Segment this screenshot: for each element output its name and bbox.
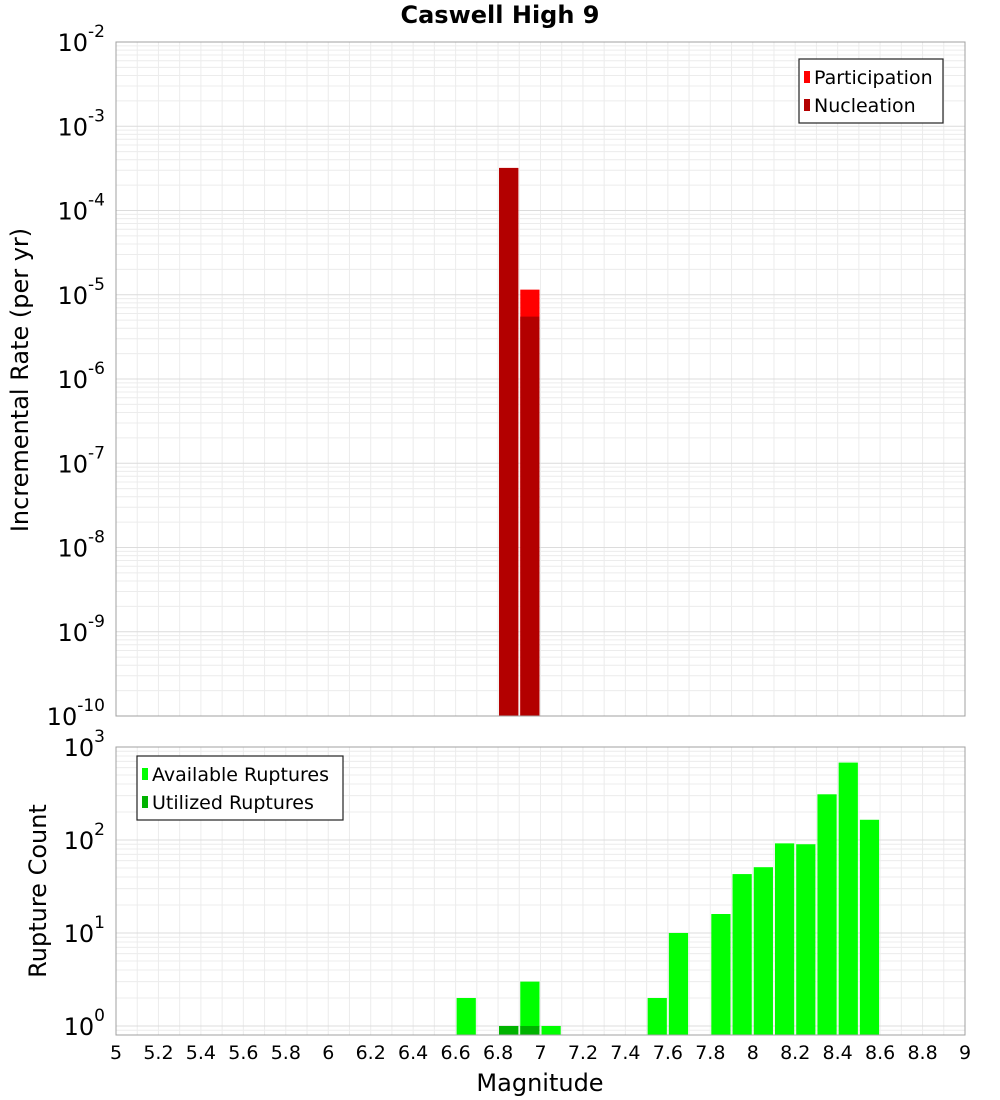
x-tick-label: 7.2 bbox=[568, 1042, 598, 1064]
legend-box bbox=[136, 755, 344, 821]
legend-swatch bbox=[142, 796, 148, 808]
legend-label: Nucleation bbox=[814, 95, 916, 117]
available-ruptures-bar bbox=[753, 867, 773, 1035]
x-tick-label: 8.6 bbox=[865, 1042, 895, 1064]
nucleation-bar bbox=[520, 316, 540, 716]
x-tick-label: 8.2 bbox=[780, 1042, 810, 1064]
chart-title: Caswell High 9 bbox=[401, 1, 600, 29]
y-tick-label: 103 bbox=[64, 727, 105, 762]
x-tick-label: 5 bbox=[110, 1042, 122, 1064]
legend-swatch bbox=[804, 99, 810, 111]
x-tick-label: 5.6 bbox=[228, 1042, 258, 1064]
utilized-ruptures-bar bbox=[499, 1025, 519, 1035]
y-tick-label: 10-4 bbox=[58, 191, 106, 226]
available-ruptures-bar bbox=[774, 843, 795, 1035]
legend-label: Utilized Ruptures bbox=[152, 792, 314, 814]
x-tick-label: 6.6 bbox=[440, 1042, 470, 1064]
y-tick-label: 10-3 bbox=[58, 106, 106, 141]
top-y-axis-label: Incremental Rate (per yr) bbox=[6, 228, 34, 532]
x-tick-label: 5.4 bbox=[186, 1042, 216, 1064]
y-tick-label: 100 bbox=[64, 1006, 105, 1041]
available-ruptures-bar bbox=[647, 997, 667, 1035]
x-tick-label: 6.4 bbox=[398, 1042, 428, 1064]
legend-swatch bbox=[804, 71, 810, 83]
x-tick-label: 5.2 bbox=[143, 1042, 173, 1064]
x-tick-label: 5.8 bbox=[271, 1042, 301, 1064]
y-tick-label: 102 bbox=[64, 820, 105, 855]
x-axis-label: Magnitude bbox=[476, 1069, 603, 1097]
available-ruptures-bar bbox=[859, 819, 880, 1035]
x-tick-label: 8.8 bbox=[907, 1042, 937, 1064]
plot-frame bbox=[115, 746, 966, 1036]
available-ruptures-bar bbox=[541, 1025, 561, 1035]
y-tick-label: 10-8 bbox=[58, 528, 106, 563]
y-tick-label: 101 bbox=[64, 913, 105, 948]
y-tick-label: 10-5 bbox=[58, 275, 106, 310]
x-tick-label: 9 bbox=[959, 1042, 971, 1064]
utilized-ruptures-bar bbox=[520, 1025, 540, 1035]
available-ruptures-bar bbox=[668, 932, 689, 1035]
available-ruptures-bar bbox=[520, 981, 540, 1035]
available-ruptures-bar bbox=[456, 997, 476, 1035]
x-tick-label: 8.4 bbox=[823, 1042, 853, 1064]
x-tick-label: 7.6 bbox=[653, 1042, 683, 1064]
x-tick-label: 6.2 bbox=[356, 1042, 386, 1064]
plot-frame bbox=[115, 41, 966, 717]
rupture-count-panel: 100 101 102 103 Available Ruptures Utilized R… bbox=[64, 727, 971, 1064]
legend-box bbox=[798, 58, 944, 124]
available-ruptures-bar bbox=[796, 844, 816, 1035]
legend-swatch bbox=[142, 768, 148, 780]
nucleation-bar bbox=[499, 167, 519, 717]
y-tick-label: 10-2 bbox=[58, 22, 106, 57]
available-ruptures-bar bbox=[732, 874, 752, 1035]
rate-panel: 10-2 10-3 10-4 10-5 10-6 10-7 10-8 10-9 10-10 Par… bbox=[47, 22, 966, 731]
x-tick-label: 7 bbox=[534, 1042, 546, 1064]
available-ruptures-bar bbox=[838, 762, 858, 1035]
x-tick-label: 6.8 bbox=[483, 1042, 513, 1064]
y-tick-label: 10-9 bbox=[58, 612, 106, 647]
x-tick-label: 8 bbox=[747, 1042, 759, 1064]
available-ruptures-bar bbox=[711, 914, 731, 1035]
x-tick-label: 6 bbox=[322, 1042, 334, 1064]
x-tick-label: 7.4 bbox=[610, 1042, 640, 1064]
y-tick-label: 10-7 bbox=[58, 443, 106, 478]
legend-label: Participation bbox=[814, 67, 933, 89]
bottom-y-axis-label: Rupture Count bbox=[24, 804, 52, 978]
available-ruptures-bar bbox=[817, 794, 837, 1035]
y-tick-label: 10-10 bbox=[47, 696, 105, 731]
y-tick-label: 10-6 bbox=[58, 359, 106, 394]
legend-label: Available Ruptures bbox=[152, 764, 329, 786]
x-tick-label: 7.8 bbox=[695, 1042, 725, 1064]
